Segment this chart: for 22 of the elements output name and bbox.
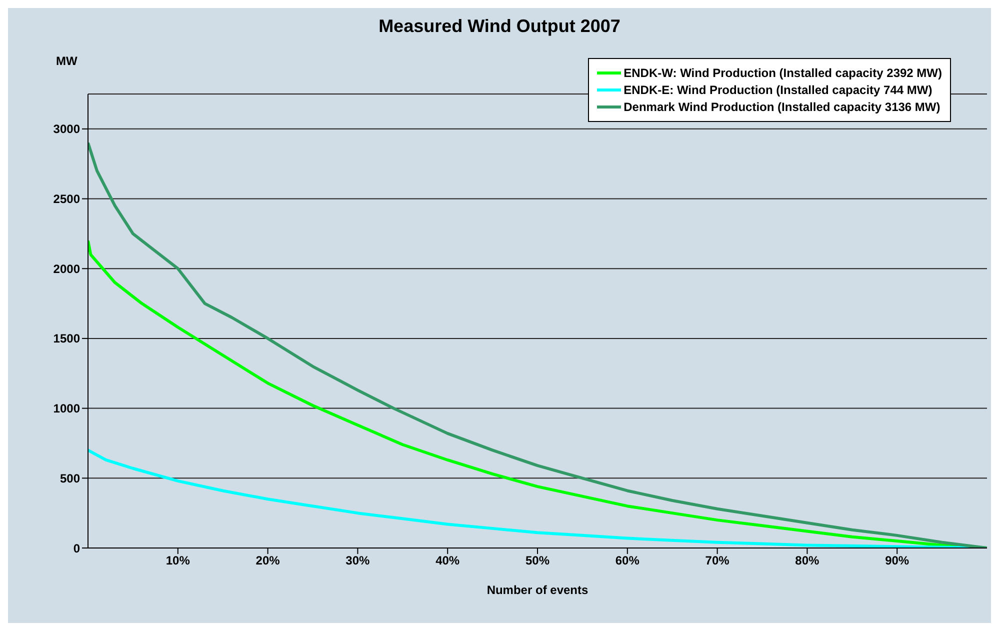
y-tick-label: 2500 [53, 192, 80, 206]
legend-label: Denmark Wind Production (Installed capacity 3136 MW) [624, 100, 940, 114]
chart-title: Measured Wind Output 2007 [378, 16, 622, 37]
legend-label: ENDK-E: Wind Production (Installed capacity 744 MW) [624, 83, 932, 97]
x-tick-label: 60% [615, 554, 640, 568]
x-tick-label: 20% [256, 554, 280, 568]
x-tick-label: 30% [346, 554, 370, 568]
x-tick-label: 50% [525, 554, 550, 568]
y-tick-label: 1500 [53, 332, 80, 346]
x-tick-label: 10% [166, 554, 190, 568]
x-axis-title: Number of events [486, 583, 588, 597]
y-tick-label: 1000 [53, 402, 80, 416]
x-tick-label: 90% [885, 554, 910, 568]
y-tick-label: 0 [73, 541, 80, 556]
y-axis-title: MW [56, 54, 78, 68]
y-tick-label: 500 [60, 471, 80, 486]
y-tick-label: 3000 [53, 122, 80, 136]
x-tick-label: 80% [795, 554, 820, 568]
x-tick-label: 70% [705, 554, 730, 568]
x-tick-label: 40% [436, 554, 460, 568]
y-tick-label: 2000 [53, 262, 80, 276]
legend-label: ENDK-W: Wind Production (Installed capacity 2392 MW) [624, 66, 942, 80]
